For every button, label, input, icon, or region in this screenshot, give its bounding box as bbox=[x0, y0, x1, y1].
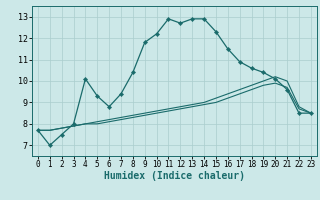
X-axis label: Humidex (Indice chaleur): Humidex (Indice chaleur) bbox=[104, 171, 245, 181]
